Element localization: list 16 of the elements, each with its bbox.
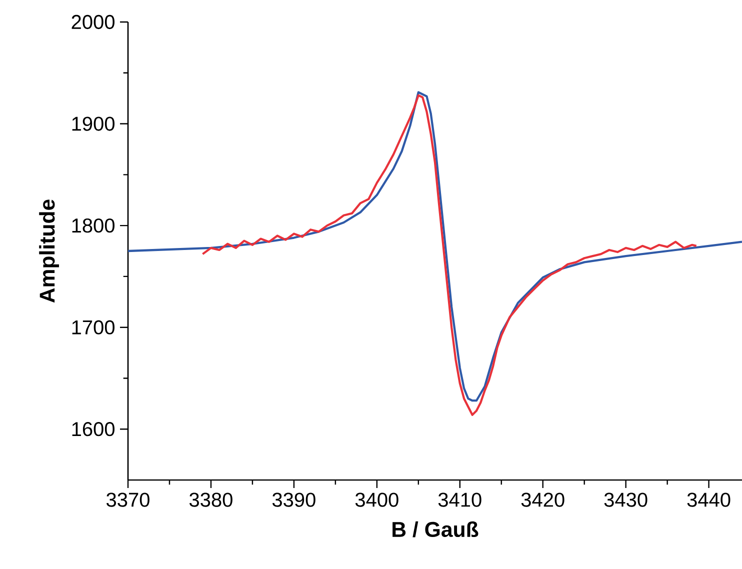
line-series: [128, 91, 742, 402]
x-tick-label: 3420: [521, 492, 564, 507]
y-axis-title: Amplitude: [39, 200, 59, 303]
x-tick-label: 3430: [604, 492, 648, 507]
x-axis-title: B / Gauß: [392, 521, 478, 538]
x-tick-label: 3380: [189, 492, 232, 507]
x-tick-label: 3400: [355, 492, 398, 507]
y-tick-label: 1700: [72, 320, 114, 334]
y-tick-label: 1600: [72, 422, 114, 436]
x-tick-label: 3390: [272, 492, 316, 507]
y-tick-label: 1800: [72, 218, 114, 233]
x-tick-label: 3370: [106, 492, 150, 507]
x-tick-label: 3410: [438, 492, 482, 507]
y-tick-label: 2000: [72, 14, 114, 30]
y-tick-label: 1900: [72, 116, 114, 131]
x-tick-label: 3440: [687, 492, 730, 507]
